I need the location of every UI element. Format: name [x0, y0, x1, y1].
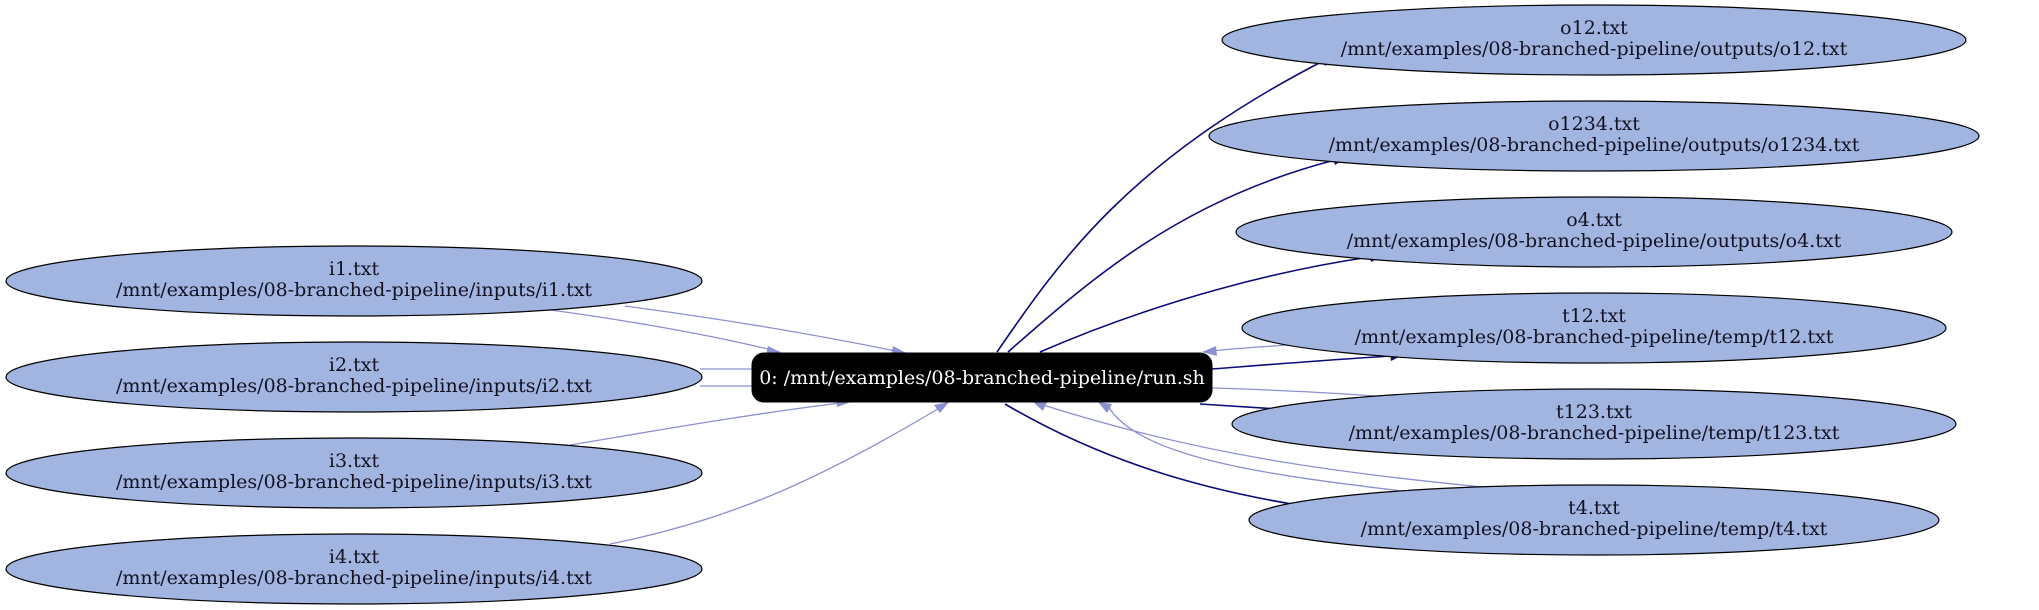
edge-run-to-o4: [1039, 256, 1371, 353]
node-path: /mnt/examples/08-branched-pipeline/input…: [116, 567, 592, 589]
input-node-i4[interactable]: i4.txt /mnt/examples/08-branched-pipelin…: [5, 533, 703, 605]
node-path: /mnt/examples/08-branched-pipeline/temp/…: [1361, 518, 1828, 540]
node-name: i1.txt: [329, 258, 380, 280]
node-name: t4.txt: [1568, 497, 1620, 519]
node-path: /mnt/examples/08-branched-pipeline/input…: [116, 279, 592, 301]
process-node-run-sh[interactable]: 0: /mnt/examples/08-branched-pipeline/ru…: [751, 352, 1213, 403]
process-label: 0: /mnt/examples/08-branched-pipeline/ru…: [759, 367, 1205, 389]
temp-node-t4[interactable]: t4.txt /mnt/examples/08-branched-pipelin…: [1248, 484, 1940, 556]
output-node-o4[interactable]: o4.txt /mnt/examples/08-branched-pipelin…: [1235, 196, 1953, 268]
node-name: i4.txt: [329, 546, 380, 568]
edge-run-to-t12: [1211, 355, 1393, 370]
arrowhead: [1032, 401, 1047, 411]
node-path: /mnt/examples/08-branched-pipeline/outpu…: [1347, 230, 1842, 252]
input-node-i3[interactable]: i3.txt /mnt/examples/08-branched-pipelin…: [5, 437, 703, 509]
temp-node-t12[interactable]: t12.txt /mnt/examples/08-branched-pipeli…: [1241, 292, 1947, 364]
edge-t4-to-run: [1107, 405, 1403, 492]
edge-i1-to-run-b: [624, 305, 906, 354]
input-node-i2[interactable]: i2.txt /mnt/examples/08-branched-pipelin…: [5, 341, 703, 413]
node-path: /mnt/examples/08-branched-pipeline/input…: [116, 375, 592, 397]
edge-t4-to-run-b: [1039, 403, 1503, 490]
output-node-o1234[interactable]: o1234.txt /mnt/examples/08-branched-pipe…: [1208, 100, 1980, 172]
node-name: i3.txt: [329, 450, 380, 472]
input-node-i1[interactable]: i1.txt /mnt/examples/08-branched-pipelin…: [5, 245, 703, 317]
node-name: o1234.txt: [1548, 113, 1640, 135]
edge-run-to-o1234: [1007, 159, 1336, 353]
edge-i3-to-run: [569, 401, 849, 446]
edge-run-to-o12: [996, 59, 1326, 353]
temp-node-t123[interactable]: t123.txt /mnt/examples/08-branched-pipel…: [1231, 388, 1957, 460]
node-name: t123.txt: [1556, 401, 1632, 423]
arrowhead: [1202, 346, 1217, 356]
arrowhead: [1098, 402, 1112, 413]
node-name: o12.txt: [1560, 17, 1628, 39]
node-name: o4.txt: [1566, 209, 1622, 231]
output-node-o12[interactable]: o12.txt /mnt/examples/08-branched-pipeli…: [1221, 4, 1967, 76]
edge-i4-to-run: [609, 403, 947, 545]
node-path: /mnt/examples/08-branched-pipeline/input…: [116, 471, 592, 493]
edge-i1-to-run: [519, 305, 781, 353]
node-path: /mnt/examples/08-branched-pipeline/temp/…: [1349, 422, 1840, 444]
node-name: t12.txt: [1562, 305, 1626, 327]
node-name: i2.txt: [329, 354, 380, 376]
arrowhead: [934, 402, 949, 413]
node-path: /mnt/examples/08-branched-pipeline/outpu…: [1341, 38, 1848, 60]
node-path: /mnt/examples/08-branched-pipeline/temp/…: [1355, 326, 1834, 348]
node-path: /mnt/examples/08-branched-pipeline/outpu…: [1329, 134, 1860, 156]
edge-run-to-t4: [1004, 403, 1311, 508]
